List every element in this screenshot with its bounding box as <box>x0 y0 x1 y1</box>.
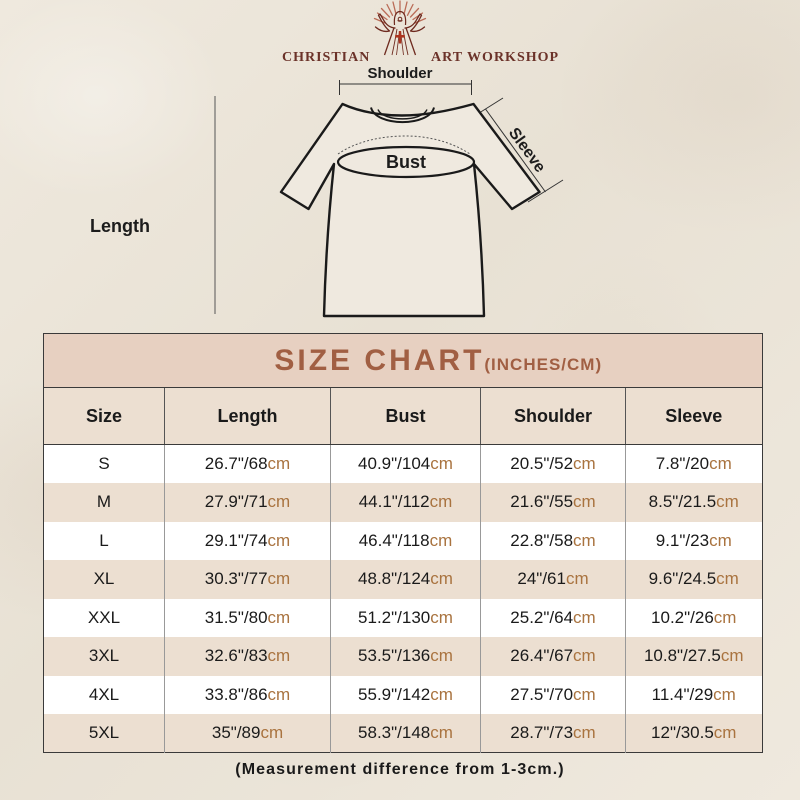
svg-text:Length: Length <box>90 216 150 236</box>
svg-text:Bust: Bust <box>386 152 426 172</box>
svg-text:Shoulder: Shoulder <box>367 65 432 82</box>
